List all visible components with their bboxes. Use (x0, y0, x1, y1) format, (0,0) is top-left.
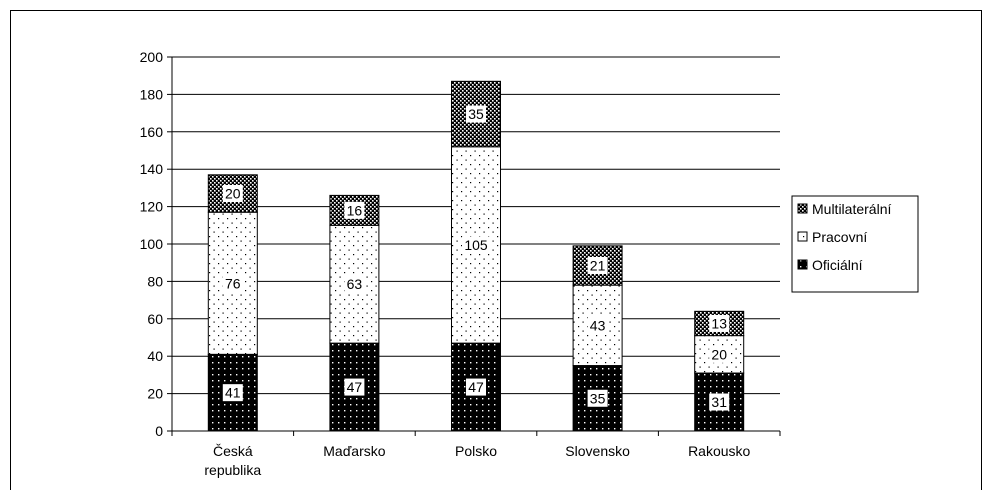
data-label: 41 (225, 385, 241, 401)
y-tick-label: 200 (140, 49, 164, 65)
y-tick-label: 120 (140, 199, 164, 215)
data-label-bg (222, 185, 243, 203)
data-label: 47 (347, 379, 363, 395)
data-label-bg (587, 316, 608, 334)
data-label-bg (344, 201, 365, 219)
y-tick-label: 20 (147, 386, 163, 402)
y-tick-label: 160 (140, 124, 164, 140)
x-category-label: Polsko (455, 443, 497, 459)
x-category-label: republika (204, 462, 261, 478)
y-tick-label: 40 (147, 348, 163, 364)
legend-label: Pracovní (812, 229, 867, 245)
x-category-label: Česká (213, 443, 253, 459)
legend-label: Oficiální (812, 257, 863, 273)
data-label-bg (344, 378, 365, 396)
data-label-bg (587, 389, 608, 407)
bar-segment-pracovní (572, 284, 623, 367)
x-category-label: Rakousko (688, 443, 750, 459)
data-labels: 41 76 20 47 63 16 47 105 35 35 43 21 31 20 13 (222, 105, 730, 411)
data-label-bg (222, 384, 243, 402)
y-tick-label: 180 (140, 86, 164, 102)
x-category-label: Slovensko (565, 443, 630, 459)
y-tick-label: 80 (147, 273, 163, 289)
y-tick-label: 100 (140, 236, 164, 252)
data-label: 63 (347, 276, 363, 292)
x-category-label: Maďarsko (323, 443, 386, 459)
data-label-bg (222, 274, 243, 292)
data-label-bg (587, 257, 608, 275)
data-label: 105 (464, 237, 488, 253)
chart-frame (10, 10, 982, 490)
data-label: 31 (711, 394, 727, 410)
legend-swatch (797, 259, 808, 270)
data-label-bg (344, 275, 365, 293)
data-label: 35 (468, 106, 484, 122)
data-label-bg (466, 378, 486, 396)
data-label: 43 (590, 317, 606, 333)
y-tick-label: 0 (155, 423, 163, 439)
legend-label: Multilaterální (812, 201, 891, 217)
data-label: 16 (347, 202, 363, 218)
data-label-bg (709, 393, 730, 411)
data-label: 76 (225, 275, 241, 291)
legend-swatch (797, 203, 808, 214)
data-label: 21 (590, 258, 606, 274)
legend-swatch (797, 231, 808, 242)
data-label-bg (709, 345, 730, 363)
data-label: 20 (225, 186, 241, 202)
axes: 0 20 40 60 80 100 120 140 160 180 200 Česká republik… (140, 49, 781, 478)
y-tick-label: 60 (147, 311, 163, 327)
data-label: 35 (590, 390, 606, 406)
data-label: 13 (711, 315, 727, 331)
y-tick-label: 140 (140, 161, 164, 177)
data-label: 20 (711, 346, 727, 362)
legend-box (791, 195, 919, 293)
data-label-bg (462, 236, 490, 254)
data-label-bg (709, 314, 730, 332)
data-label: 47 (468, 379, 484, 395)
legend: Multilaterální Pracovní Oficiální (791, 195, 919, 293)
data-label-bg (466, 105, 486, 123)
